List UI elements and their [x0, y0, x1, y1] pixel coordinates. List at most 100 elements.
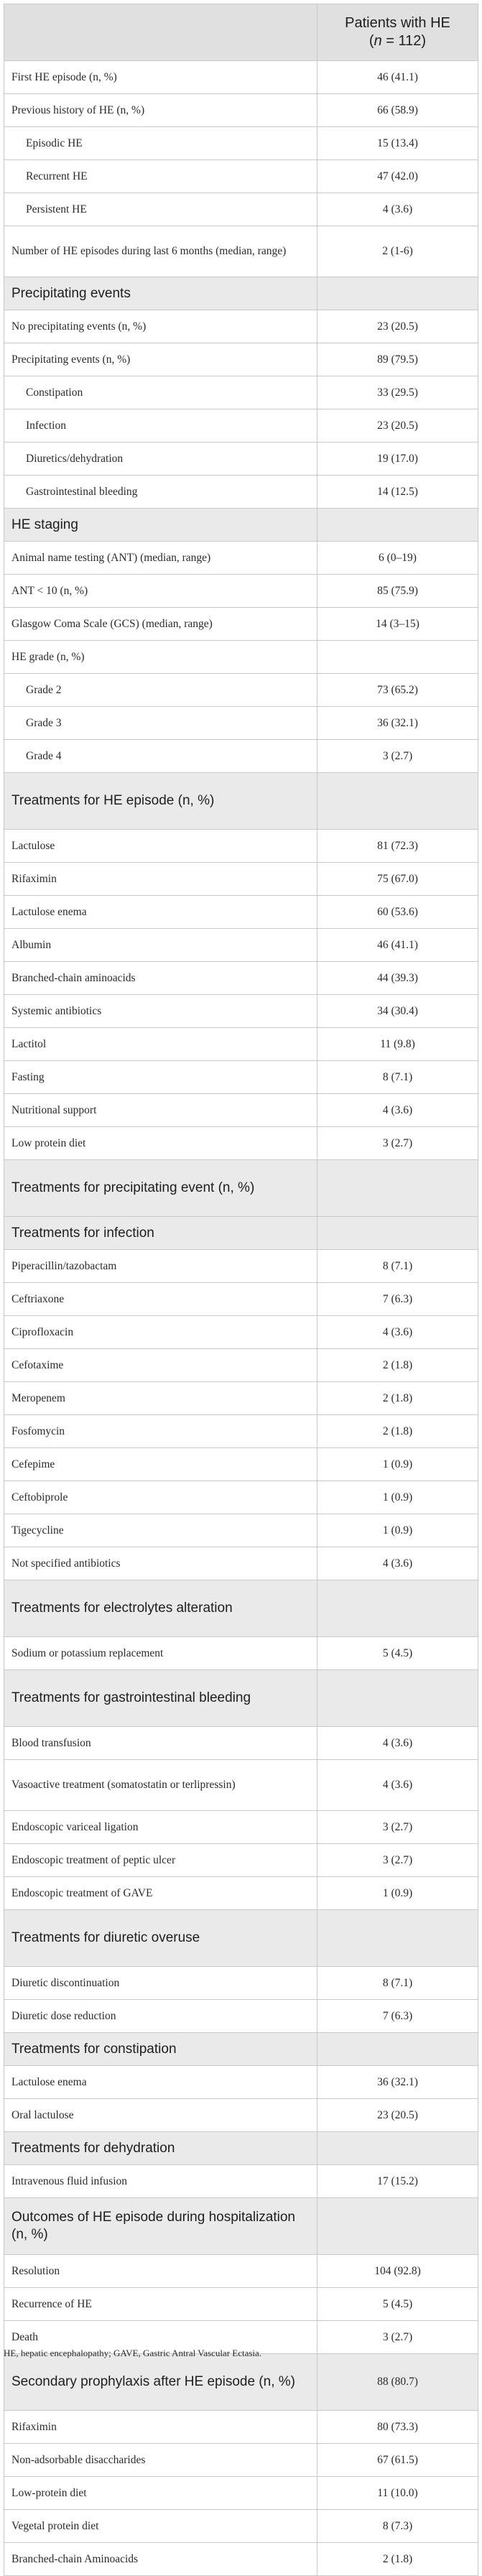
row-label: Grade 4 [4, 739, 318, 773]
table-row: Lactulose 81 (72.3) [4, 829, 478, 863]
section-value [317, 277, 478, 310]
section-value: 88 (80.7) [317, 2353, 478, 2411]
row-value: 17 (15.2) [317, 2164, 478, 2198]
row-value: 14 (3–15) [317, 607, 478, 641]
row-label: Ceftriaxone [4, 1282, 318, 1316]
table-row: First HE episode (n, %) 46 (41.1) [4, 60, 478, 94]
table-row: Vegetal protein diet 8 (7.3) [4, 2509, 478, 2543]
row-label: Vasoactive treatment (somatostatin or te… [4, 1759, 318, 1811]
row-label: Low protein diet [4, 1126, 318, 1160]
section-row: Precipitating events [4, 277, 478, 310]
header-line2-rest: = 112) [381, 33, 427, 49]
table-row: Precipitating events (n, %) 89 (79.5) [4, 343, 478, 376]
row-value: 4 (3.6) [317, 1547, 478, 1580]
row-value: 81 (72.3) [317, 829, 478, 863]
table-row: Low-protein diet 11 (10.0) [4, 2476, 478, 2510]
table-row: No precipitating events (n, %) 23 (20.5) [4, 310, 478, 343]
row-label: Grade 3 [4, 706, 318, 740]
header-empty-cell [4, 4, 318, 61]
table-header-row: Patients with HE (n = 112) [4, 4, 478, 61]
section-row: Treatments for diuretic overuse [4, 1909, 478, 1967]
row-label: Persistent HE [4, 193, 318, 226]
table-row: Number of HE episodes during last 6 mont… [4, 226, 478, 277]
row-value: 8 (7.1) [317, 1249, 478, 1283]
table-row: Endoscopic variceal ligation 3 (2.7) [4, 1810, 478, 1844]
row-label: Rifaximin [4, 2410, 318, 2444]
row-label: Episodic HE [4, 126, 318, 160]
row-label: Cefotaxime [4, 1348, 318, 1382]
section-row: Treatments for dehydration [4, 2131, 478, 2165]
row-value: 73 (65.2) [317, 673, 478, 707]
table-row: Recurrence of HE 5 (4.5) [4, 2287, 478, 2321]
row-label: Branched-chain aminoacids [4, 961, 318, 995]
table-row: Previous history of HE (n, %) 66 (58.9) [4, 93, 478, 127]
row-value: 2 (1.8) [317, 1381, 478, 1415]
table-row: Resolution 104 (92.8) [4, 2254, 478, 2288]
row-label: Systemic antibiotics [4, 994, 318, 1028]
row-value: 15 (13.4) [317, 126, 478, 160]
row-label: Blood transfusion [4, 1726, 318, 1760]
section-title: Treatments for infection [4, 1216, 318, 1250]
table-row: Recurrent HE 47 (42.0) [4, 159, 478, 193]
row-value: 8 (7.1) [317, 1966, 478, 2000]
row-label: Animal name testing (ANT) (median, range… [4, 541, 318, 575]
section-row: Treatments for infection [4, 1216, 478, 1250]
row-value: 85 (75.9) [317, 574, 478, 608]
table-container: Patients with HE (n = 112) First HE epis… [4, 4, 478, 2576]
row-label: Piperacillin/tazobactam [4, 1249, 318, 1283]
row-label: Recurrence of HE [4, 2287, 318, 2321]
row-label: Lactulose enema [4, 895, 318, 929]
table-row: Sodium or potassium replacement 5 (4.5) [4, 1636, 478, 1670]
row-value: 23 (20.5) [317, 2098, 478, 2132]
row-label: Fosfomycin [4, 1414, 318, 1448]
section-value [317, 1669, 478, 1727]
section-title: Treatments for HE episode (n, %) [4, 772, 318, 830]
row-value: 3 (2.7) [317, 1810, 478, 1844]
table-row: ANT < 10 (n, %) 85 (75.9) [4, 574, 478, 608]
row-value: 2 (1.8) [317, 2542, 478, 2576]
section-value [317, 2032, 478, 2066]
row-label: Not specified antibiotics [4, 1547, 318, 1580]
table-row: Episodic HE 15 (13.4) [4, 126, 478, 160]
section-title: Treatments for constipation [4, 2032, 318, 2066]
row-value: 5 (4.5) [317, 1636, 478, 1670]
row-label: Constipation [4, 376, 318, 409]
table-footnote: HE, hepatic encephalopathy; GAVE, Gastri… [4, 2348, 262, 2358]
table-row: Diuretic dose reduction 7 (6.3) [4, 1999, 478, 2033]
row-label: Low-protein diet [4, 2476, 318, 2510]
row-label: Infection [4, 409, 318, 443]
row-value: 80 (73.3) [317, 2410, 478, 2444]
table-row: Not specified antibiotics 4 (3.6) [4, 1547, 478, 1580]
row-label: Previous history of HE (n, %) [4, 93, 318, 127]
table-row: Ceftobiprole 1 (0.9) [4, 1481, 478, 1514]
row-label: ANT < 10 (n, %) [4, 574, 318, 608]
row-label: Recurrent HE [4, 159, 318, 193]
table-row: Rifaximin 75 (67.0) [4, 862, 478, 896]
section-title: Treatments for precipitating event (n, %… [4, 1159, 318, 1217]
table-row: Endoscopic treatment of GAVE 1 (0.9) [4, 1876, 478, 1910]
table-row: Albumin 46 (41.1) [4, 928, 478, 962]
row-label: Endoscopic variceal ligation [4, 1810, 318, 1844]
table-row: Vasoactive treatment (somatostatin or te… [4, 1759, 478, 1811]
table-row: Piperacillin/tazobactam 8 (7.1) [4, 1249, 478, 1283]
section-value [317, 772, 478, 830]
row-value: 6 (0–19) [317, 541, 478, 575]
row-value: 60 (53.6) [317, 895, 478, 929]
row-label: Branched-chain Aminoacids [4, 2542, 318, 2576]
row-label: Tigecycline [4, 1514, 318, 1547]
row-label: Precipitating events (n, %) [4, 343, 318, 376]
row-value: 4 (3.6) [317, 193, 478, 226]
row-value: 3 (2.7) [317, 1843, 478, 1877]
row-value: 23 (20.5) [317, 409, 478, 443]
section-title: Treatments for electrolytes alteration [4, 1580, 318, 1637]
row-label: Resolution [4, 2254, 318, 2288]
section-row: Treatments for gastrointestinal bleeding [4, 1669, 478, 1727]
row-value: 3 (2.7) [317, 1126, 478, 1160]
section-row: Treatments for electrolytes alteration [4, 1580, 478, 1637]
table-row: Oral lactulose 23 (20.5) [4, 2098, 478, 2132]
section-value [317, 1909, 478, 1967]
row-label: Ciprofloxacin [4, 1315, 318, 1349]
table-row: Grade 3 36 (32.1) [4, 706, 478, 740]
row-value: 1 (0.9) [317, 1447, 478, 1481]
